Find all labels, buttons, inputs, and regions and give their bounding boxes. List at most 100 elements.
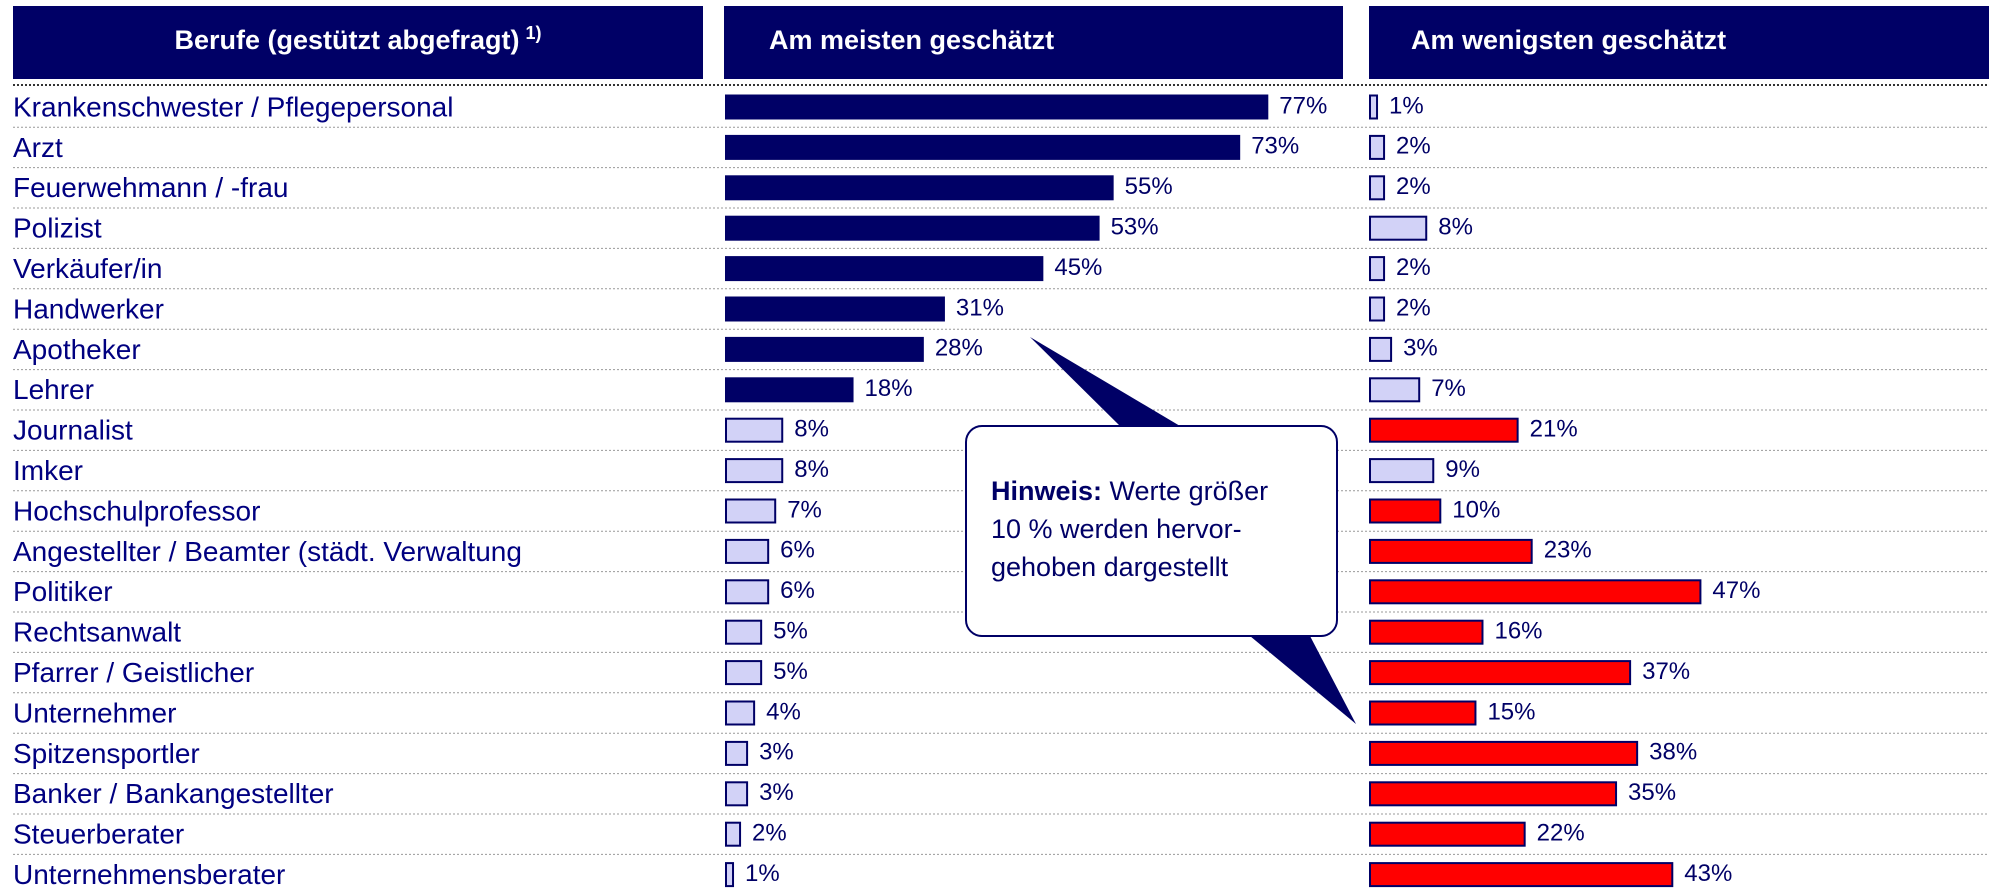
category-label: Hochschulprofessor: [13, 495, 260, 526]
value-label: 2%: [1396, 133, 1431, 160]
category-label: Krankenschwester / Pflegepersonal: [13, 91, 453, 122]
note-line: Hinweis: Werte größer: [991, 476, 1268, 506]
value-label: 8%: [1438, 214, 1473, 241]
category-label: Lehrer: [13, 374, 94, 405]
value-label: 55%: [1125, 173, 1173, 200]
value-label: 35%: [1628, 779, 1676, 806]
value-label: 7%: [787, 496, 822, 523]
value-label: 16%: [1494, 618, 1542, 645]
note-line: 10 % werden hervor-: [991, 514, 1242, 544]
bar: [1369, 740, 1639, 766]
value-label: 43%: [1684, 860, 1732, 887]
value-label: 15%: [1487, 698, 1535, 725]
bar: [1369, 296, 1386, 322]
value-label: 2%: [752, 820, 787, 847]
value-label: 77%: [1279, 92, 1327, 119]
bar: [725, 417, 784, 443]
bar: [1369, 781, 1618, 807]
bar: [1369, 660, 1632, 686]
value-label: 22%: [1537, 820, 1585, 847]
category-label: Apotheker: [13, 334, 141, 365]
value-label: 1%: [1389, 92, 1424, 119]
category-label: Politiker: [13, 576, 113, 607]
bar: [725, 377, 854, 403]
value-label: 7%: [1431, 375, 1466, 402]
category-label: Spitzensportler: [13, 738, 200, 769]
header-box: [13, 6, 703, 79]
category-label: Polizist: [13, 213, 102, 244]
series-header: Am meisten geschätzt: [769, 25, 1054, 55]
bar: [725, 781, 749, 807]
category-label: Steuerberater: [13, 819, 184, 850]
bar: [1369, 134, 1386, 160]
callout-pointer: [1030, 337, 1180, 426]
bar: [1369, 579, 1702, 605]
bar: [725, 538, 770, 564]
value-label: 9%: [1445, 456, 1480, 483]
bar: [1369, 417, 1519, 443]
category-label: Imker: [13, 455, 83, 486]
value-label: 18%: [865, 375, 913, 402]
bar: [725, 94, 1269, 120]
value-label: 21%: [1530, 416, 1578, 443]
category-label: Journalist: [13, 415, 133, 446]
value-label: 2%: [1396, 173, 1431, 200]
bar: [1369, 458, 1435, 484]
bar: [725, 700, 756, 726]
value-label: 8%: [794, 456, 829, 483]
value-label: 2%: [1396, 294, 1431, 321]
bar: [725, 498, 777, 524]
bar: [725, 660, 763, 686]
bar: [1369, 619, 1484, 645]
value-label: 5%: [773, 618, 808, 645]
bar: [1369, 498, 1442, 524]
category-label: Rechtsanwalt: [13, 617, 181, 648]
bar: [725, 256, 1044, 282]
value-label: 6%: [780, 577, 815, 604]
value-label: 47%: [1712, 577, 1760, 604]
bar: [725, 862, 735, 888]
value-label: 3%: [759, 779, 794, 806]
callout-box: [965, 425, 1338, 637]
category-label: Arzt: [13, 132, 63, 163]
value-label: 31%: [956, 294, 1004, 321]
value-label: 3%: [759, 739, 794, 766]
value-label: 6%: [780, 537, 815, 564]
bar: [725, 458, 784, 484]
value-label: 37%: [1642, 658, 1690, 685]
bar: [1369, 94, 1379, 120]
category-label: Feuerwehmann / -frau: [13, 172, 288, 203]
bar: [1369, 821, 1526, 847]
bar: [725, 296, 945, 322]
bar: [725, 175, 1114, 201]
bar: [725, 336, 924, 362]
bar: [725, 215, 1100, 241]
value-label: 3%: [1403, 335, 1438, 362]
value-label: 10%: [1452, 496, 1500, 523]
bar: [1369, 256, 1386, 282]
value-label: 2%: [1396, 254, 1431, 281]
category-label: Angestellter / Beamter (städt. Verwaltun…: [13, 536, 522, 567]
note-line: gehoben dargestellt: [991, 552, 1229, 582]
bar: [725, 134, 1241, 160]
value-label: 53%: [1111, 214, 1159, 241]
category-label: Handwerker: [13, 293, 164, 324]
bar: [725, 619, 763, 645]
value-label: 38%: [1649, 739, 1697, 766]
category-label: Pfarrer / Geistlicher: [13, 657, 254, 688]
callout-pointer: [1250, 636, 1356, 724]
bar: [1369, 175, 1386, 201]
bar: [1369, 538, 1533, 564]
category-header: Berufe (gestützt abgefragt) 1): [174, 23, 541, 55]
header-box: [724, 6, 1343, 79]
category-label: Unternehmensberater: [13, 859, 285, 890]
bar: [1369, 862, 1674, 888]
category-label: Unternehmer: [13, 697, 176, 728]
value-label: 4%: [766, 698, 801, 725]
bar: [725, 740, 749, 766]
value-label: 8%: [794, 416, 829, 443]
category-label: Banker / Bankangestellter: [13, 778, 334, 809]
series-header: Am wenigsten geschätzt: [1411, 25, 1726, 55]
bar: [1369, 215, 1428, 241]
header-box: [1369, 6, 1989, 79]
